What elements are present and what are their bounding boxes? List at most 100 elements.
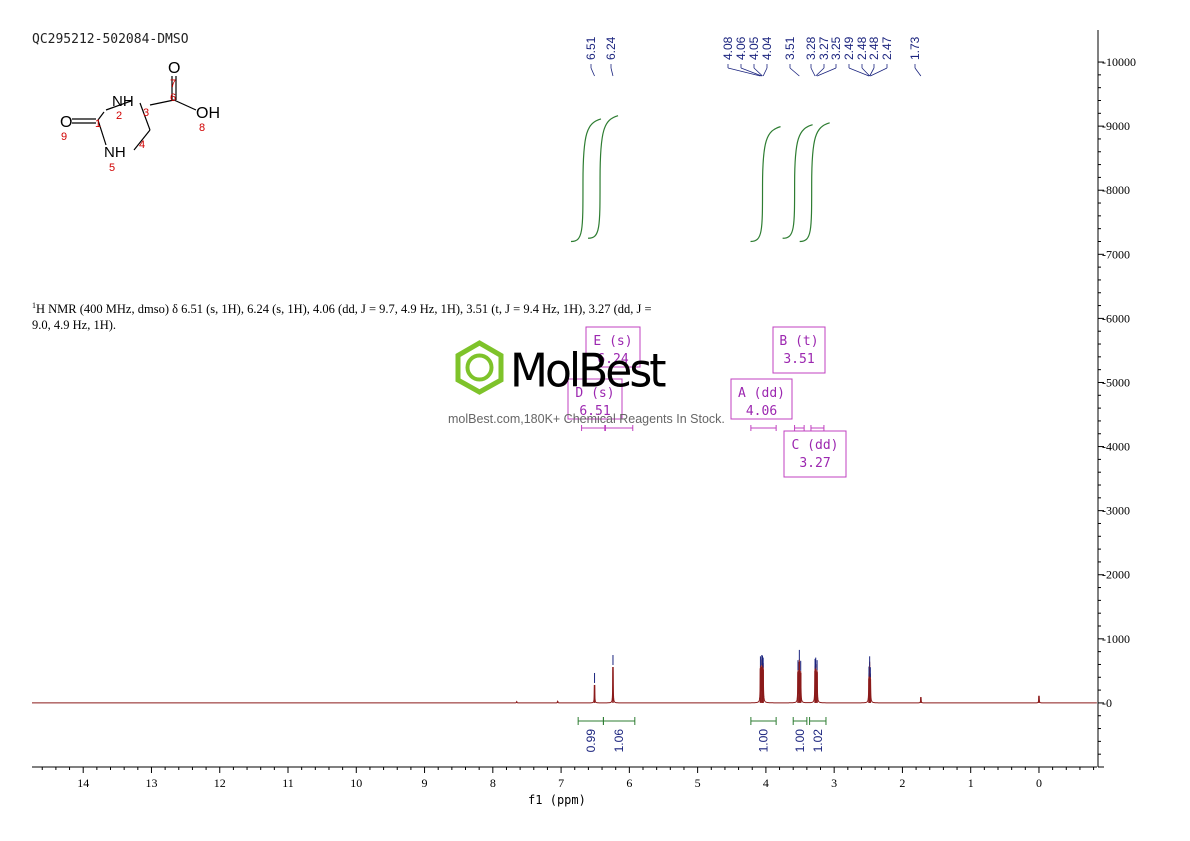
x-tick-label: 11 <box>282 776 294 790</box>
x-tick-label: 13 <box>145 776 157 790</box>
x-tick-label: 5 <box>695 776 701 790</box>
multiplet-box <box>730 378 793 420</box>
multiplet-box <box>772 326 826 374</box>
integral-curve <box>782 124 813 239</box>
y-tick-label: -2000 <box>1102 568 1130 582</box>
multiplet-shift: 6.24 <box>597 352 628 367</box>
peak-label: 6.24 <box>604 36 618 60</box>
integral-bars: 0.99 1.06 1.00 1.00 1.02 <box>577 717 827 753</box>
spectrum-layer <box>32 649 1097 704</box>
integral-curve <box>570 118 602 243</box>
y-tick-label: -9000 <box>1102 119 1130 133</box>
multiplet-shift: 3.27 <box>799 456 830 471</box>
multiplet-box <box>783 430 847 478</box>
integral-curves <box>570 115 830 243</box>
peak-label-connector <box>727 67 761 77</box>
y-tick-label: -6000 <box>1102 311 1130 325</box>
multiplet-label: C (dd) <box>792 438 839 453</box>
peak-label-connector <box>610 67 614 77</box>
atom-number: 9 <box>61 131 67 143</box>
peak-label-connector <box>914 67 922 77</box>
atom-o: O <box>168 60 180 77</box>
peak-label: 4.08 <box>721 36 735 60</box>
peak-label: 3.27 <box>817 36 831 60</box>
atom-o: O <box>60 114 72 131</box>
multiplet-shift: 4.06 <box>746 404 777 419</box>
spectrum-trace <box>32 657 1097 704</box>
y-tick-label: -3000 <box>1102 504 1130 518</box>
integral-value: 1.02 <box>811 729 825 753</box>
y-tick-label: -0 <box>1102 696 1112 710</box>
x-tick-label: 4 <box>763 776 769 790</box>
nmr-description: 1H NMR (400 MHz, dmso) δ 6.51 (s, 1H), 6… <box>32 298 672 333</box>
peak-label: 3.25 <box>829 36 843 60</box>
x-tick-label: 10 <box>350 776 362 790</box>
x-tick-label: 7 <box>558 776 564 790</box>
atom-number: 6 <box>170 92 176 104</box>
molbest-logo-icon <box>455 340 504 395</box>
integral-curve <box>799 122 830 243</box>
peak-label: 2.48 <box>855 36 869 60</box>
multiplet-box <box>567 378 623 420</box>
x-tick-label: 6 <box>626 776 632 790</box>
atom-oh: OH <box>196 105 220 122</box>
peak-label-connector <box>815 67 825 77</box>
peak-label-connector <box>848 67 870 77</box>
bond <box>97 111 105 121</box>
peak-label: 2.48 <box>867 36 881 60</box>
atom-number: 4 <box>139 139 145 151</box>
y-tick-label: -5000 <box>1102 375 1130 389</box>
peak-label: 2.47 <box>880 36 894 60</box>
peak-label-connector <box>816 67 837 77</box>
peak-label: 2.49 <box>842 36 856 60</box>
y-tick-label: -4000 <box>1102 440 1130 454</box>
peak-label-connector <box>590 67 595 77</box>
watermark-name: MolBest <box>510 344 667 399</box>
multiplet-label: E (s) <box>593 334 632 349</box>
atom-number: 5 <box>109 162 115 174</box>
atom-nh: NH <box>112 93 134 110</box>
integral-value: 1.00 <box>757 729 771 753</box>
isotope-superscript: 1 <box>32 301 36 310</box>
peak-label: 3.28 <box>804 36 818 60</box>
watermark: MolBest molBest.com,180K+ Chemical Reage… <box>448 340 752 435</box>
atom-nh: NH <box>104 144 126 161</box>
peak-label-connector <box>740 67 762 77</box>
peak-label: 1.73 <box>908 36 922 60</box>
peak-label-connector <box>753 67 763 77</box>
peak-label: 6.51 <box>584 36 598 60</box>
atom-number: 7 <box>170 78 176 90</box>
y-tick-label: -7000 <box>1102 247 1130 261</box>
x-tick-label: 1 <box>968 776 974 790</box>
multiplet-shift: 3.51 <box>783 352 814 367</box>
peak-label-connector <box>789 67 800 77</box>
watermark-tagline: molBest.com,180K+ Chemical Reagents In S… <box>448 412 725 426</box>
peak-label-connector <box>870 67 888 77</box>
bond <box>133 129 151 151</box>
integral-value: 1.00 <box>793 729 807 753</box>
atom-number: 1 <box>95 118 101 130</box>
bond <box>173 99 197 111</box>
x-tick-label: 9 <box>422 776 428 790</box>
atom-number: 2 <box>116 110 122 122</box>
x-tick-label: 0 <box>1036 776 1042 790</box>
atom-number: 8 <box>199 122 205 134</box>
bond <box>139 102 151 131</box>
x-tick-label: 8 <box>490 776 496 790</box>
nmr-description-text: H NMR (400 MHz, dmso) δ 6.51 (s, 1H), 6.… <box>32 302 652 333</box>
y-tick-label: -1000 <box>1102 632 1130 646</box>
peak-label-layer: 6.51 6.24 4.08 4.06 4.05 4.04 3.51 3.28 3.273.25… <box>584 36 922 77</box>
peak-label-connector <box>762 67 768 77</box>
multiplet-label: B (t) <box>779 334 818 349</box>
bond <box>97 119 107 146</box>
peak-label: 3.51 <box>783 36 797 60</box>
x-axis-label: f1 (ppm) <box>528 793 586 807</box>
peak-label-connector <box>810 67 816 77</box>
bond <box>105 100 132 111</box>
integral-value: 1.06 <box>612 729 626 753</box>
integral-value: 0.99 <box>584 729 598 753</box>
integral-curve <box>588 115 619 239</box>
x-tick-label: 3 <box>831 776 837 790</box>
peak-label-connector <box>869 67 875 77</box>
